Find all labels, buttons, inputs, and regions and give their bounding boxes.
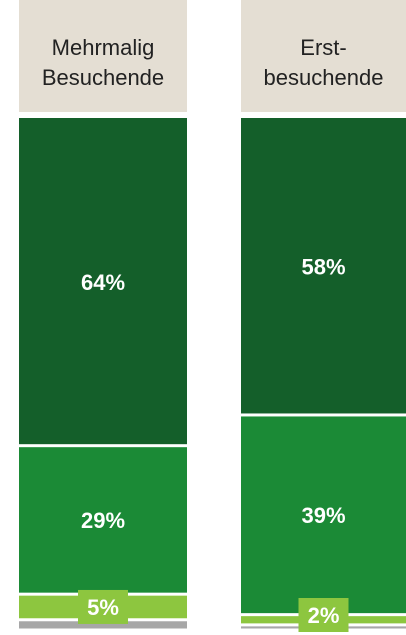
category-label: besuchende [264,65,384,90]
category-label: Erst- [300,35,346,60]
category-label: Mehrmalig [52,35,155,60]
data-label: 29% [81,508,125,533]
category-header-bg [241,0,406,112]
data-labels: 64% 29% 5% 58% 39% 2% [78,254,349,632]
bar-segment [241,416,406,614]
data-label: 39% [301,503,345,528]
bar-segment [19,447,187,593]
bar-segment [19,118,187,445]
data-label: 5% [87,595,119,620]
data-label-badge [78,589,128,624]
category-headers: Mehrmalig Besuchende Erst-besuchende [19,0,406,112]
bar-segment [19,621,187,629]
data-label-badge [298,598,349,632]
data-label: 2% [308,603,340,628]
bars [19,118,406,629]
data-label: 64% [81,270,125,295]
category-header-bg [19,0,187,112]
bar-segment [241,118,406,414]
data-label: 58% [301,254,345,279]
category-label: Besuchende [42,65,164,90]
